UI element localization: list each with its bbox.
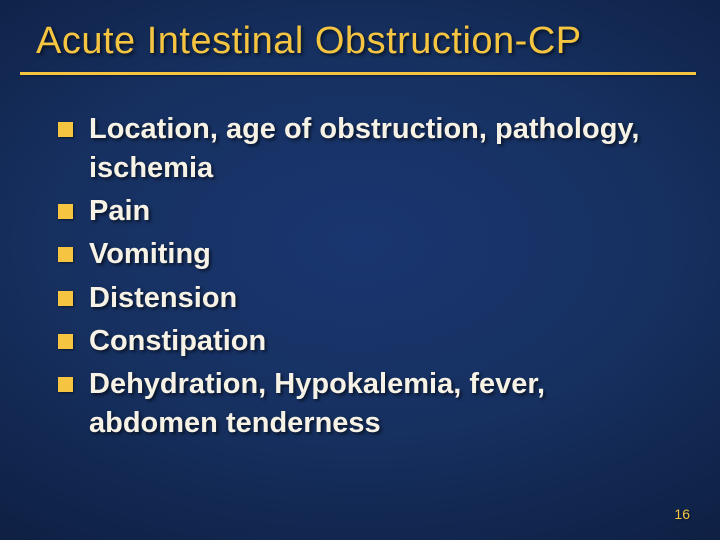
list-item: Vomiting: [58, 235, 680, 274]
title-underline: [20, 72, 696, 75]
list-item-text: Vomiting: [89, 235, 211, 274]
bullet-icon: [58, 334, 73, 349]
list-item: Constipation: [58, 322, 680, 361]
bullet-icon: [58, 247, 73, 262]
bullet-list: Location, age of obstruction, pathology,…: [58, 110, 680, 447]
bullet-icon: [58, 291, 73, 306]
bullet-icon: [58, 377, 73, 392]
list-item-text: Location, age of obstruction, pathology,…: [89, 110, 680, 188]
list-item-text: Distension: [89, 279, 237, 318]
list-item: Distension: [58, 279, 680, 318]
bullet-icon: [58, 122, 73, 137]
page-number: 16: [674, 506, 690, 522]
list-item-text: Constipation: [89, 322, 266, 361]
list-item: Location, age of obstruction, pathology,…: [58, 110, 680, 188]
list-item: Pain: [58, 192, 680, 231]
list-item-text: Dehydration, Hypokalemia, fever, abdomen…: [89, 365, 680, 443]
bullet-icon: [58, 204, 73, 219]
slide: Acute Intestinal Obstruction-CP Location…: [0, 0, 720, 540]
list-item: Dehydration, Hypokalemia, fever, abdomen…: [58, 365, 680, 443]
list-item-text: Pain: [89, 192, 150, 231]
slide-title: Acute Intestinal Obstruction-CP: [36, 20, 690, 63]
